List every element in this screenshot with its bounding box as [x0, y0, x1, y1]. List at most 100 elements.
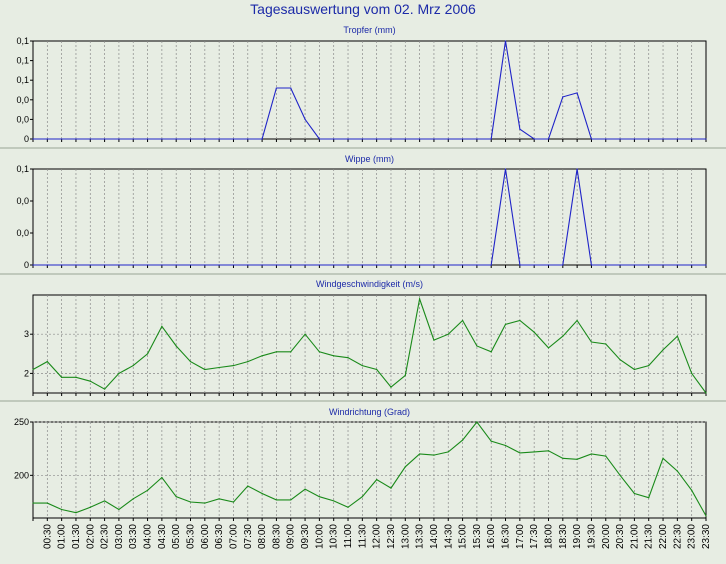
data-point [576, 168, 578, 170]
page-title: Tagesauswertung vom 02. Mrz 2006 [250, 1, 476, 17]
data-point [461, 264, 464, 266]
data-point [318, 496, 320, 498]
x-tick-label: 23:00 [687, 524, 698, 549]
x-tick-label: 16:30 [501, 524, 512, 549]
series-line [33, 421, 707, 517]
data-point [605, 138, 607, 140]
data-point [290, 264, 292, 266]
data-point [161, 476, 163, 479]
data-point [533, 331, 535, 333]
x-tick-label: 08:30 [271, 524, 282, 549]
data-point [232, 501, 235, 503]
data-point [447, 333, 449, 335]
x-tick-label: 18:00 [543, 524, 554, 549]
data-point [404, 264, 406, 266]
data-point [504, 168, 507, 170]
data-point [261, 492, 263, 495]
data-point [390, 386, 392, 388]
data-point [691, 264, 693, 266]
data-point [290, 499, 292, 501]
x-tick-label: 15:00 [458, 524, 469, 549]
chart-panel-4: Windrichtung (Grad) 200 250 [14, 407, 707, 521]
data-point [390, 487, 392, 489]
data-point [519, 319, 521, 322]
data-point [232, 264, 235, 266]
data-point [590, 453, 593, 455]
x-tick-label: 20:30 [615, 524, 626, 549]
x-tick-label: 00:30 [42, 524, 53, 549]
data-point [189, 501, 192, 503]
data-point [146, 264, 149, 266]
x-tick-label: 04:30 [157, 524, 168, 549]
data-point [189, 138, 192, 140]
data-point [691, 372, 693, 374]
data-point [347, 506, 349, 508]
data-point [333, 264, 335, 266]
data-point [490, 264, 492, 266]
data-point [590, 264, 593, 266]
data-point [218, 498, 220, 500]
plot-frame [32, 421, 707, 519]
data-point [576, 458, 578, 460]
data-point [218, 366, 220, 369]
data-point [476, 421, 478, 423]
y-tick-label: 250 [14, 417, 29, 427]
data-point [705, 515, 707, 517]
data-point [562, 96, 564, 98]
x-tick-label: 12:00 [372, 524, 383, 549]
data-point [46, 361, 48, 363]
data-point [46, 138, 48, 140]
data-point [204, 368, 206, 371]
data-point [132, 498, 134, 500]
x-tick-label: 13:30 [415, 524, 426, 549]
data-point [433, 339, 435, 341]
data-point [204, 138, 206, 140]
data-point [261, 264, 263, 266]
data-point [476, 264, 478, 266]
data-point [576, 319, 578, 322]
data-point [318, 351, 320, 353]
data-point [476, 138, 478, 140]
x-tick-label: 01:00 [57, 524, 68, 549]
data-point [662, 349, 664, 351]
data-point [46, 264, 48, 266]
data-point [75, 264, 77, 266]
data-point [476, 345, 478, 347]
data-point [132, 264, 134, 266]
x-tick-label: 21:00 [629, 524, 640, 549]
data-point [333, 355, 335, 357]
data-point [547, 264, 550, 266]
data-point [146, 489, 149, 491]
data-point [662, 138, 664, 140]
y-tick-label: 0 [24, 134, 29, 144]
panel-title: Tropfer (mm) [343, 25, 395, 35]
data-point [605, 264, 607, 266]
data-point [648, 138, 650, 140]
data-point [32, 264, 34, 266]
data-point [118, 264, 120, 266]
data-point [590, 341, 593, 343]
data-point [275, 264, 278, 266]
x-tick-label: 19:30 [586, 524, 597, 549]
data-point [705, 392, 707, 394]
data-point [547, 138, 550, 140]
data-point [390, 138, 392, 140]
data-point [691, 489, 693, 491]
data-point [433, 264, 435, 266]
data-point [490, 440, 492, 442]
panel-title: Windrichtung (Grad) [329, 407, 410, 417]
x-tick-label: 11:30 [357, 524, 368, 549]
data-point [633, 492, 636, 495]
data-point [676, 335, 678, 337]
data-point [562, 335, 564, 337]
data-point [605, 343, 607, 345]
series-line [32, 296, 707, 394]
data-point [419, 453, 421, 455]
data-point [662, 264, 664, 266]
data-point [619, 474, 621, 476]
data-point [605, 455, 607, 457]
data-point [118, 372, 120, 374]
x-tick-label: 22:30 [672, 524, 683, 549]
data-point [533, 138, 535, 140]
data-point [404, 466, 406, 468]
